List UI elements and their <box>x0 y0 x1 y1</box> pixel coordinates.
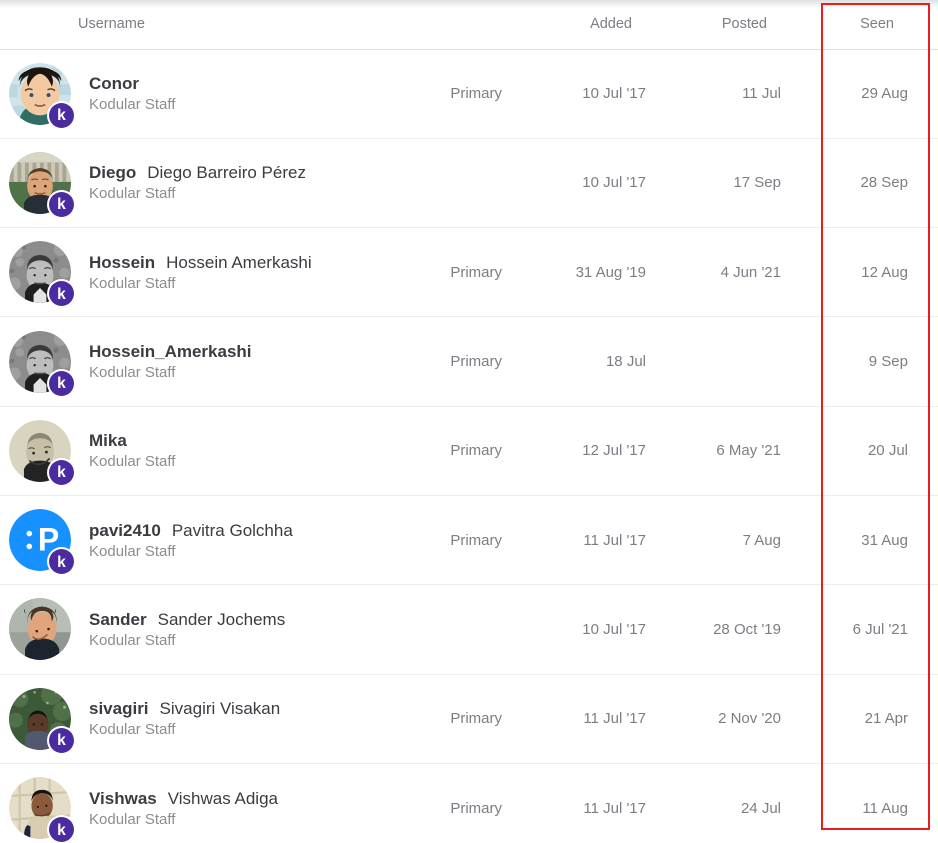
svg-text:k: k <box>57 554 66 571</box>
svg-text:k: k <box>57 375 66 392</box>
svg-text:k: k <box>57 465 66 482</box>
svg-text:k: k <box>57 286 66 303</box>
svg-text:k: k <box>57 197 66 214</box>
svg-text:k: k <box>57 732 66 749</box>
svg-text:k: k <box>57 822 66 839</box>
svg-text:k: k <box>57 107 66 124</box>
